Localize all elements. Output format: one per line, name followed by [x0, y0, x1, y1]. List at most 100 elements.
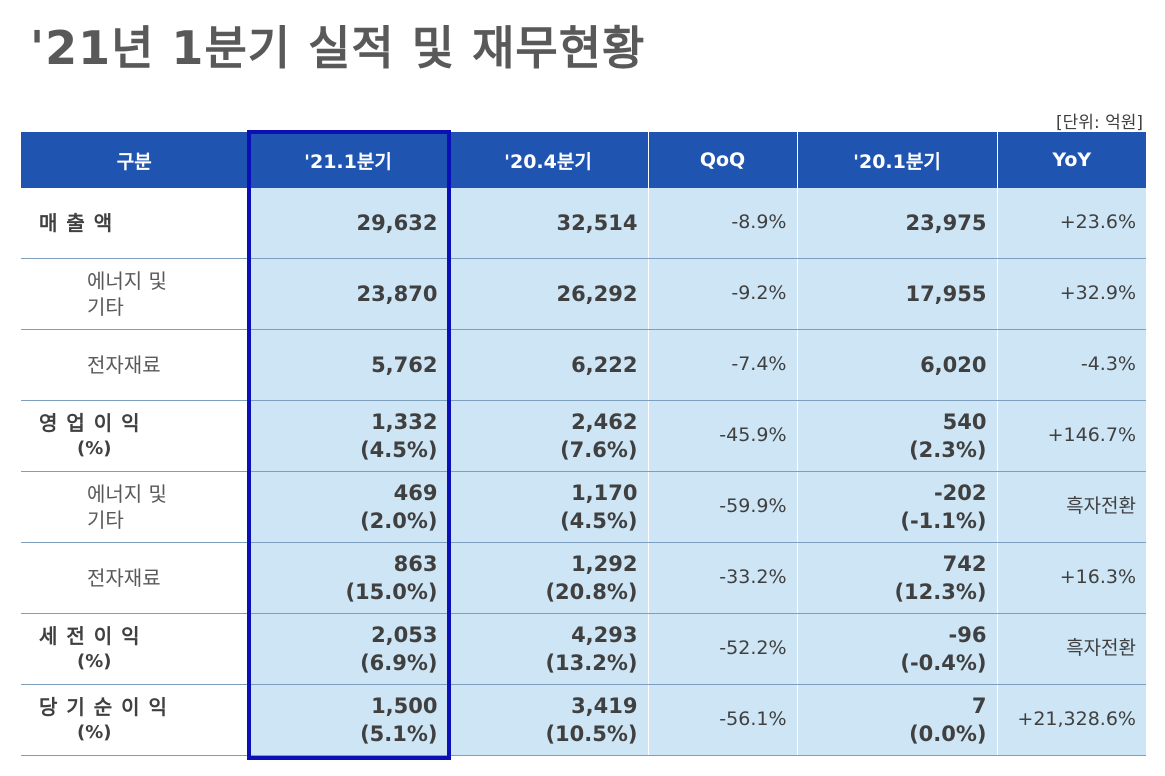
cell-yoy: 흑자전환: [996, 471, 1146, 543]
cell-q20-1: 6,020: [796, 329, 997, 401]
cell-margin: (2.0%): [360, 509, 438, 533]
cell-margin: (5.1%): [360, 722, 438, 746]
page-title: '21년 1분기 실적 및 재무현황: [30, 21, 646, 75]
row-label: 에너지 및 기타: [21, 471, 248, 543]
cell-q20-1: 742 (12.3%): [796, 542, 997, 614]
cell-qoq: -52.2%: [647, 613, 797, 685]
cell-margin: (15.0%): [345, 580, 438, 604]
cell-q20-4: 32,514: [447, 188, 648, 259]
table-header-row: 구분 '21.1분기 '20.4분기 QoQ '20.1분기 YoY: [21, 132, 1146, 188]
header-q21-1: '21.1분기: [247, 132, 448, 188]
cell-margin: (12.3%): [894, 580, 987, 604]
cell-value: 32,514: [556, 210, 638, 235]
row-label-text: 기타: [87, 508, 124, 532]
cell-value: 1,500: [371, 693, 438, 718]
cell-qoq: -45.9%: [647, 400, 797, 472]
row-label-text: 에너지 및: [87, 482, 167, 506]
cell-q20-4: 1,170 (4.5%): [447, 471, 648, 543]
cell-margin: (0.0%): [909, 722, 987, 746]
cell-value: 2,462: [571, 409, 638, 434]
cell-value: 23,870: [356, 281, 438, 306]
cell-yoy: +23.6%: [996, 188, 1146, 259]
financial-table: 구분 '21.1분기 '20.4분기 QoQ '20.1분기 YoY 매 출 액…: [21, 132, 1146, 756]
cell-margin: (4.5%): [360, 438, 438, 462]
cell-value: 1,332: [371, 409, 438, 434]
cell-q21-1: 863 (15.0%): [247, 542, 448, 614]
cell-value: 4,293: [571, 622, 638, 647]
cell-yoy: +21,328.6%: [996, 684, 1146, 756]
table-row: 전자재료 5,762 6,222 -7.4% 6,020 -4.3%: [21, 329, 1146, 401]
cell-margin: (4.5%): [560, 509, 638, 533]
cell-q20-1: 17,955: [796, 258, 997, 330]
row-label-text: 기타: [87, 295, 124, 319]
row-label-text: 에너지 및: [87, 269, 167, 293]
cell-q20-1: 540 (2.3%): [796, 400, 997, 472]
header-qoq: QoQ: [647, 132, 797, 188]
row-label: 매 출 액: [21, 188, 248, 259]
cell-value: 3,419: [571, 693, 638, 718]
cell-value: 540: [942, 409, 987, 434]
row-label-text: 세 전 이 익: [39, 624, 141, 649]
cell-qoq: -9.2%: [647, 258, 797, 330]
cell-qoq: -7.4%: [647, 329, 797, 401]
cell-yoy: 흑자전환: [996, 613, 1146, 685]
cell-q21-1: 2,053 (6.9%): [247, 613, 448, 685]
cell-value: 742: [942, 551, 987, 576]
row-pct-label: (%): [77, 722, 112, 744]
row-label-text: 전자재료: [87, 566, 161, 590]
table-row: 영 업 이 익 (%) 1,332 (4.5%) 2,462 (7.6%) -45.9% 54…: [21, 400, 1146, 472]
cell-q20-4: 3,419 (10.5%): [447, 684, 648, 756]
header-q20-1: '20.1분기: [796, 132, 997, 188]
cell-margin: (-1.1%): [900, 509, 987, 533]
cell-q20-1: 23,975: [796, 188, 997, 259]
cell-yoy: -4.3%: [996, 329, 1146, 401]
cell-margin: (20.8%): [545, 580, 638, 604]
cell-value: 6,020: [920, 352, 987, 377]
table-row: 전자재료 863 (15.0%) 1,292 (20.8%) -33.2% 742 (12.3…: [21, 542, 1146, 614]
cell-value: 1,170: [571, 480, 638, 505]
cell-margin: (10.5%): [545, 722, 638, 746]
cell-value: 29,632: [356, 210, 438, 235]
cell-q20-1: -96 (-0.4%): [796, 613, 997, 685]
cell-value: 469: [393, 480, 438, 505]
cell-q21-1: 1,500 (5.1%): [247, 684, 448, 756]
cell-q21-1: 23,870: [247, 258, 448, 330]
cell-q21-1: 1,332 (4.5%): [247, 400, 448, 472]
cell-margin: (2.3%): [909, 438, 987, 462]
row-pct-label: (%): [77, 438, 112, 460]
header-q20-4: '20.4분기: [447, 132, 648, 188]
row-label-text: 영 업 이 익: [39, 411, 141, 436]
table-row: 세 전 이 익 (%) 2,053 (6.9%) 4,293 (13.2%) -52.2% -…: [21, 613, 1146, 685]
cell-q20-4: 6,222: [447, 329, 648, 401]
row-label: 전자재료: [21, 542, 248, 614]
cell-yoy: +16.3%: [996, 542, 1146, 614]
cell-value: -96: [948, 622, 987, 647]
cell-value: 6,222: [571, 352, 638, 377]
cell-yoy: +32.9%: [996, 258, 1146, 330]
row-label: 에너지 및 기타: [21, 258, 248, 330]
cell-q21-1: 5,762: [247, 329, 448, 401]
table-row: 매 출 액 29,632 32,514 -8.9% 23,975 +23.6%: [21, 188, 1146, 259]
cell-margin: (-0.4%): [900, 651, 987, 675]
row-label-text: 전자재료: [87, 353, 161, 377]
cell-value: -202: [933, 480, 987, 505]
table-row: 에너지 및 기타 469 (2.0%) 1,170 (4.5%) -59.9% -202 (-1…: [21, 471, 1146, 543]
cell-q20-1: -202 (-1.1%): [796, 471, 997, 543]
cell-q20-4: 2,462 (7.6%): [447, 400, 648, 472]
header-yoy: YoY: [996, 132, 1146, 188]
cell-margin: (7.6%): [560, 438, 638, 462]
unit-note: [단위: 억원]: [1056, 113, 1143, 133]
cell-value: 26,292: [556, 281, 638, 306]
cell-qoq: -33.2%: [647, 542, 797, 614]
cell-margin: (13.2%): [545, 651, 638, 675]
cell-value: 23,975: [905, 210, 987, 235]
cell-q20-1: 7 (0.0%): [796, 684, 997, 756]
cell-q20-4: 1,292 (20.8%): [447, 542, 648, 614]
cell-yoy: +146.7%: [996, 400, 1146, 472]
row-label: 영 업 이 익 (%): [21, 400, 248, 472]
cell-qoq: -8.9%: [647, 188, 797, 259]
cell-qoq: -56.1%: [647, 684, 797, 756]
row-pct-label: (%): [77, 651, 112, 673]
cell-value: 1,292: [571, 551, 638, 576]
cell-value: 7: [971, 693, 987, 718]
